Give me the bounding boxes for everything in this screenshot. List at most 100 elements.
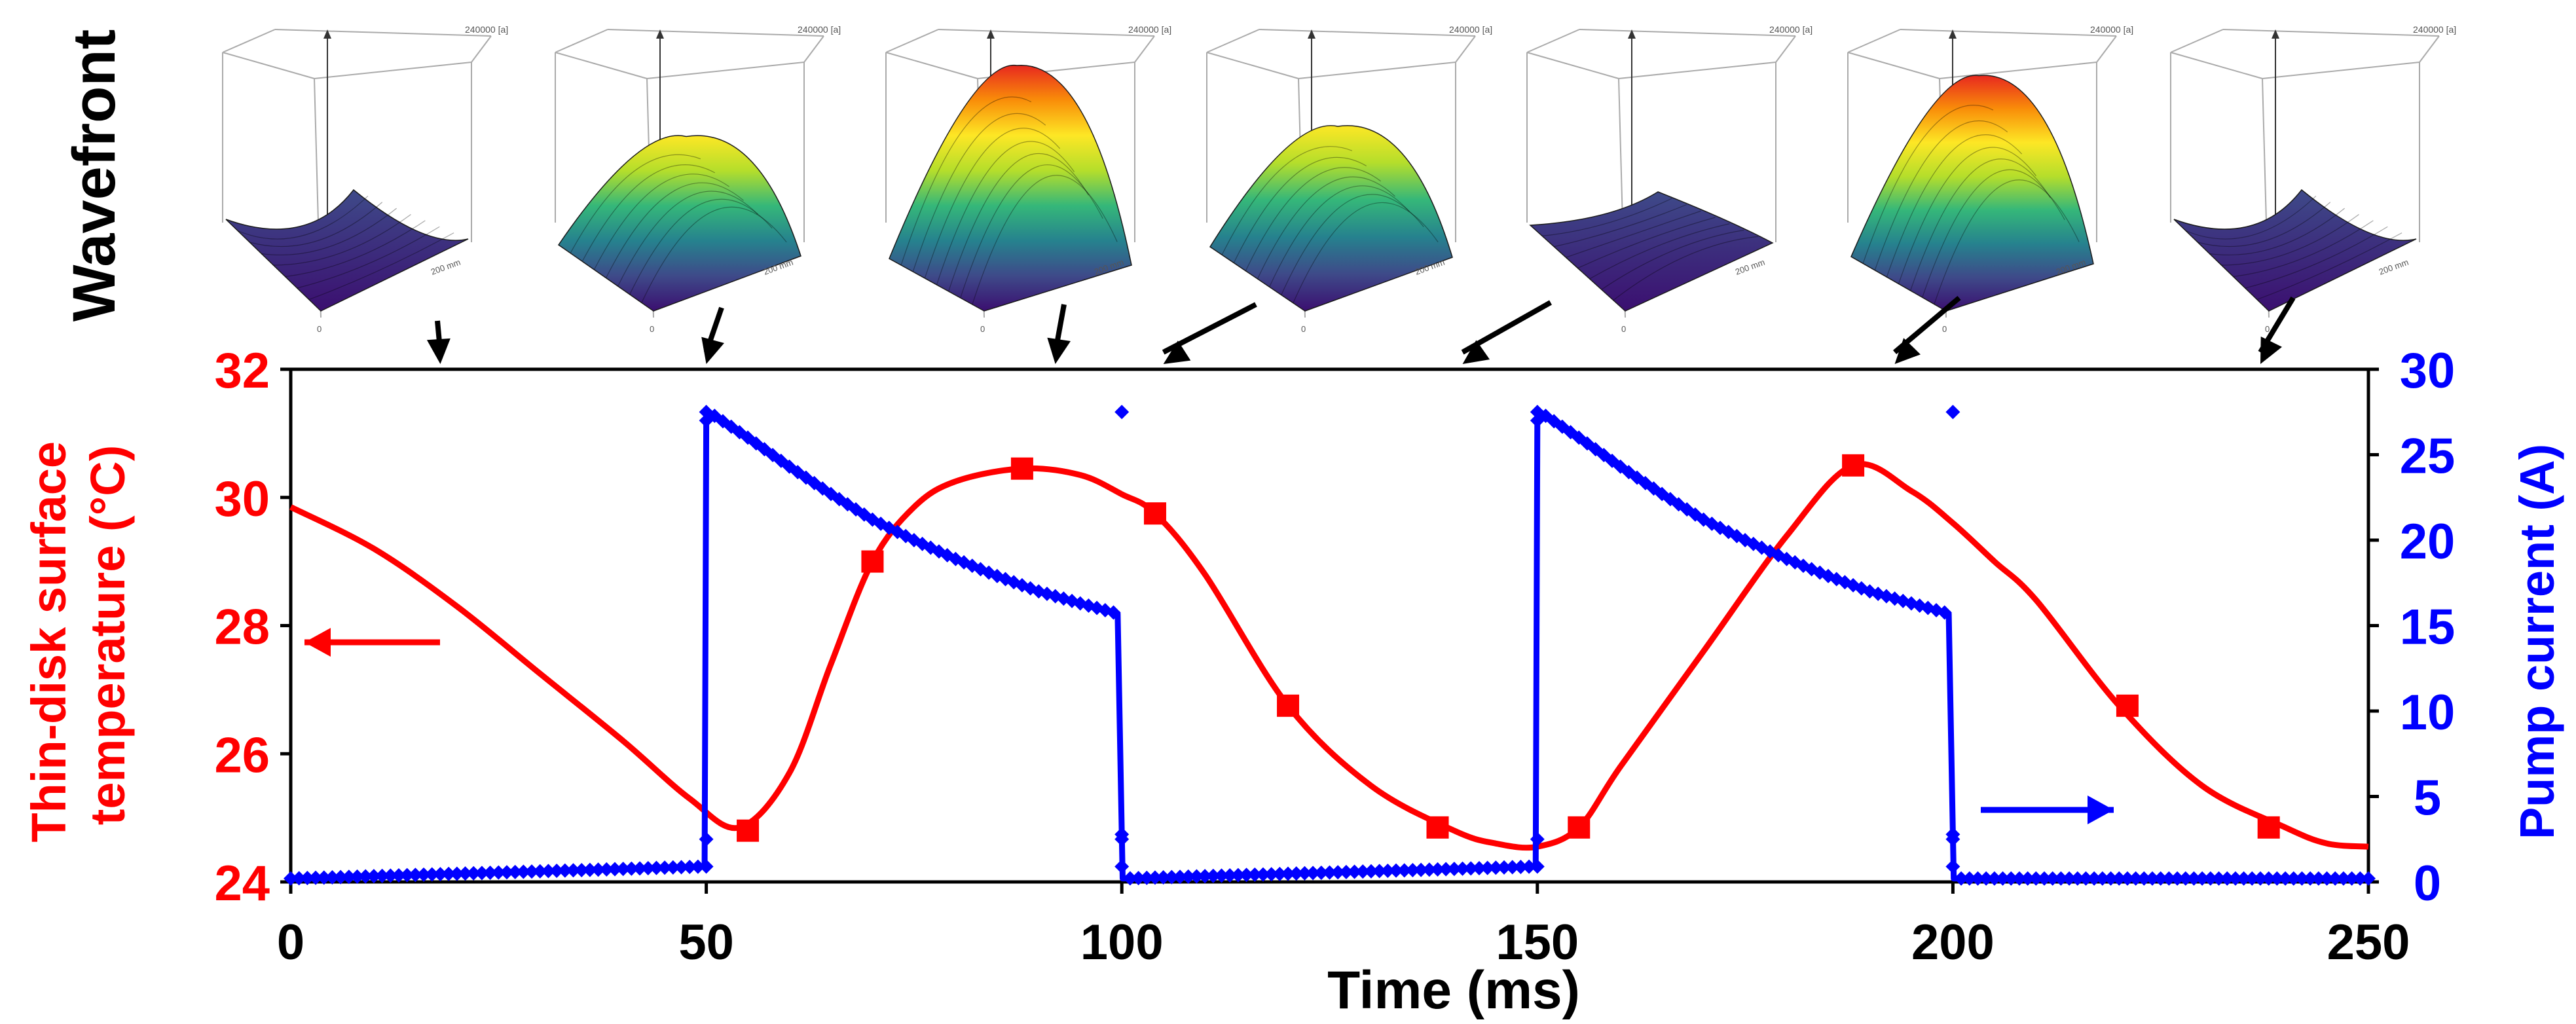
inset-mesh-line (2185, 195, 2317, 240)
inset-mesh-line (912, 113, 1046, 272)
current-marker (1480, 860, 1495, 875)
temperature-marker (1143, 502, 1166, 525)
current-marker (1164, 869, 1179, 885)
inset-frame-edge (555, 29, 608, 53)
current-marker (1281, 866, 1296, 881)
current-marker (1372, 864, 1387, 879)
current-marker (1114, 859, 1130, 874)
y-axis-left: 24 26 28 30 32 (214, 343, 291, 911)
current-marker (649, 860, 664, 875)
current-marker (1979, 871, 1994, 886)
temperature-marker (737, 819, 760, 842)
inset-surface (557, 135, 801, 312)
inset-origin-label: 0 (650, 324, 654, 334)
current-marker (491, 865, 506, 880)
inset-frame-edge (314, 62, 472, 79)
y-left-tick-label: 26 (214, 727, 270, 783)
y-axis-left-title-line-1: Thin-disk surface (22, 441, 76, 843)
current-marker (366, 869, 381, 884)
inset-z-axis-head (323, 29, 331, 39)
current-marker (341, 869, 356, 885)
current-marker (1338, 864, 1353, 879)
current-marker (1987, 871, 2002, 886)
inset-surface (1529, 191, 1774, 312)
inset-mesh-line (1566, 210, 1701, 258)
current-marker (574, 862, 589, 877)
inset-frame-edge (1298, 62, 1456, 79)
current-marker (358, 869, 373, 884)
wavefront-pointer-arrow-head (1462, 340, 1490, 364)
current-marker (699, 832, 714, 847)
current-marker (474, 866, 489, 881)
current-marker (1264, 867, 1279, 882)
y-left-tick-label: 24 (214, 856, 270, 911)
current-marker (1223, 868, 1238, 883)
inset-origin-label: 0 (317, 324, 322, 334)
inset-mesh-line (1922, 169, 2065, 298)
inset-mesh-line (641, 206, 787, 303)
inset-z-axis-head (1949, 29, 1957, 39)
inset-mesh-line (1245, 167, 1381, 272)
x-tick-label: 150 (1496, 915, 1579, 970)
current-marker (2245, 871, 2260, 886)
x-tick-label: 200 (1911, 915, 1995, 970)
current-marker (1970, 871, 1985, 886)
current-marker (1945, 832, 1960, 847)
temperature-marker (1568, 816, 1591, 839)
current-marker (1414, 862, 1429, 877)
current-marker (2203, 871, 2218, 886)
current-marker (699, 859, 714, 874)
current-marker (2062, 871, 2077, 886)
current-marker (2253, 871, 2268, 886)
current-axis-arrow-head (2088, 795, 2114, 824)
inset-mesh-line (1589, 223, 1730, 280)
current-marker (1463, 861, 1479, 876)
current-marker (699, 405, 714, 420)
current-marker (2053, 871, 2069, 886)
current-marker (549, 864, 564, 879)
inset-mesh-line (1221, 146, 1353, 255)
current-marker (1513, 860, 1528, 875)
inset-origin-label: 0 (980, 324, 985, 334)
current-marker (1181, 869, 1196, 884)
wavefront-inset: 240000 [a] 200 mm 0 (222, 24, 508, 334)
inset-axis-label: 200 mm (2378, 257, 2410, 277)
inset-mesh-line (1269, 185, 1410, 287)
current-marker (682, 860, 697, 875)
inset-mesh-line (570, 154, 701, 253)
wavefront-pointer-arrow-head (1163, 340, 1191, 364)
current-marker (640, 861, 655, 876)
y-axis-left-title: Thin-disk surface temperature (°C) (22, 428, 135, 842)
inset-frame-edge (1579, 29, 1796, 37)
current-marker (1272, 866, 1287, 881)
current-marker (1255, 867, 1270, 882)
inset-mesh-line (249, 202, 383, 247)
current-marker (433, 867, 448, 882)
current-marker (2145, 871, 2160, 886)
inset-mesh-line (1293, 202, 1439, 303)
y-right-tick-label: 20 (2400, 514, 2456, 570)
current-marker (607, 862, 622, 877)
current-marker (1497, 860, 1512, 875)
current-marker (1405, 862, 1420, 877)
inset-mesh-line (593, 174, 729, 270)
current-marker (1937, 605, 1952, 620)
current-marker (466, 866, 481, 881)
y-axis-right: 0 5 10 15 20 25 30 (2368, 343, 2455, 911)
current-marker (325, 869, 340, 885)
inset-origin-label: 0 (1942, 324, 1947, 334)
plot-area: 0 50 100 150 200 250 24 26 28 30 32 0 5 10 15 20 25 30 (214, 343, 2455, 970)
inset-frame-edge (222, 52, 315, 79)
current-marker (2128, 871, 2143, 886)
wavefront-label: Wavefront (61, 29, 128, 321)
current-marker (1247, 867, 1262, 882)
inset-frame-edge (1939, 62, 2097, 79)
inset-frame-edge (2262, 62, 2420, 79)
y-right-tick-label: 25 (2400, 429, 2456, 485)
current-marker (1156, 869, 1171, 885)
inset-scale-label: 240000 [a] (1769, 24, 1812, 35)
inset-mesh-line (972, 175, 1118, 305)
current-marker (2286, 871, 2301, 886)
current-marker (541, 864, 556, 879)
